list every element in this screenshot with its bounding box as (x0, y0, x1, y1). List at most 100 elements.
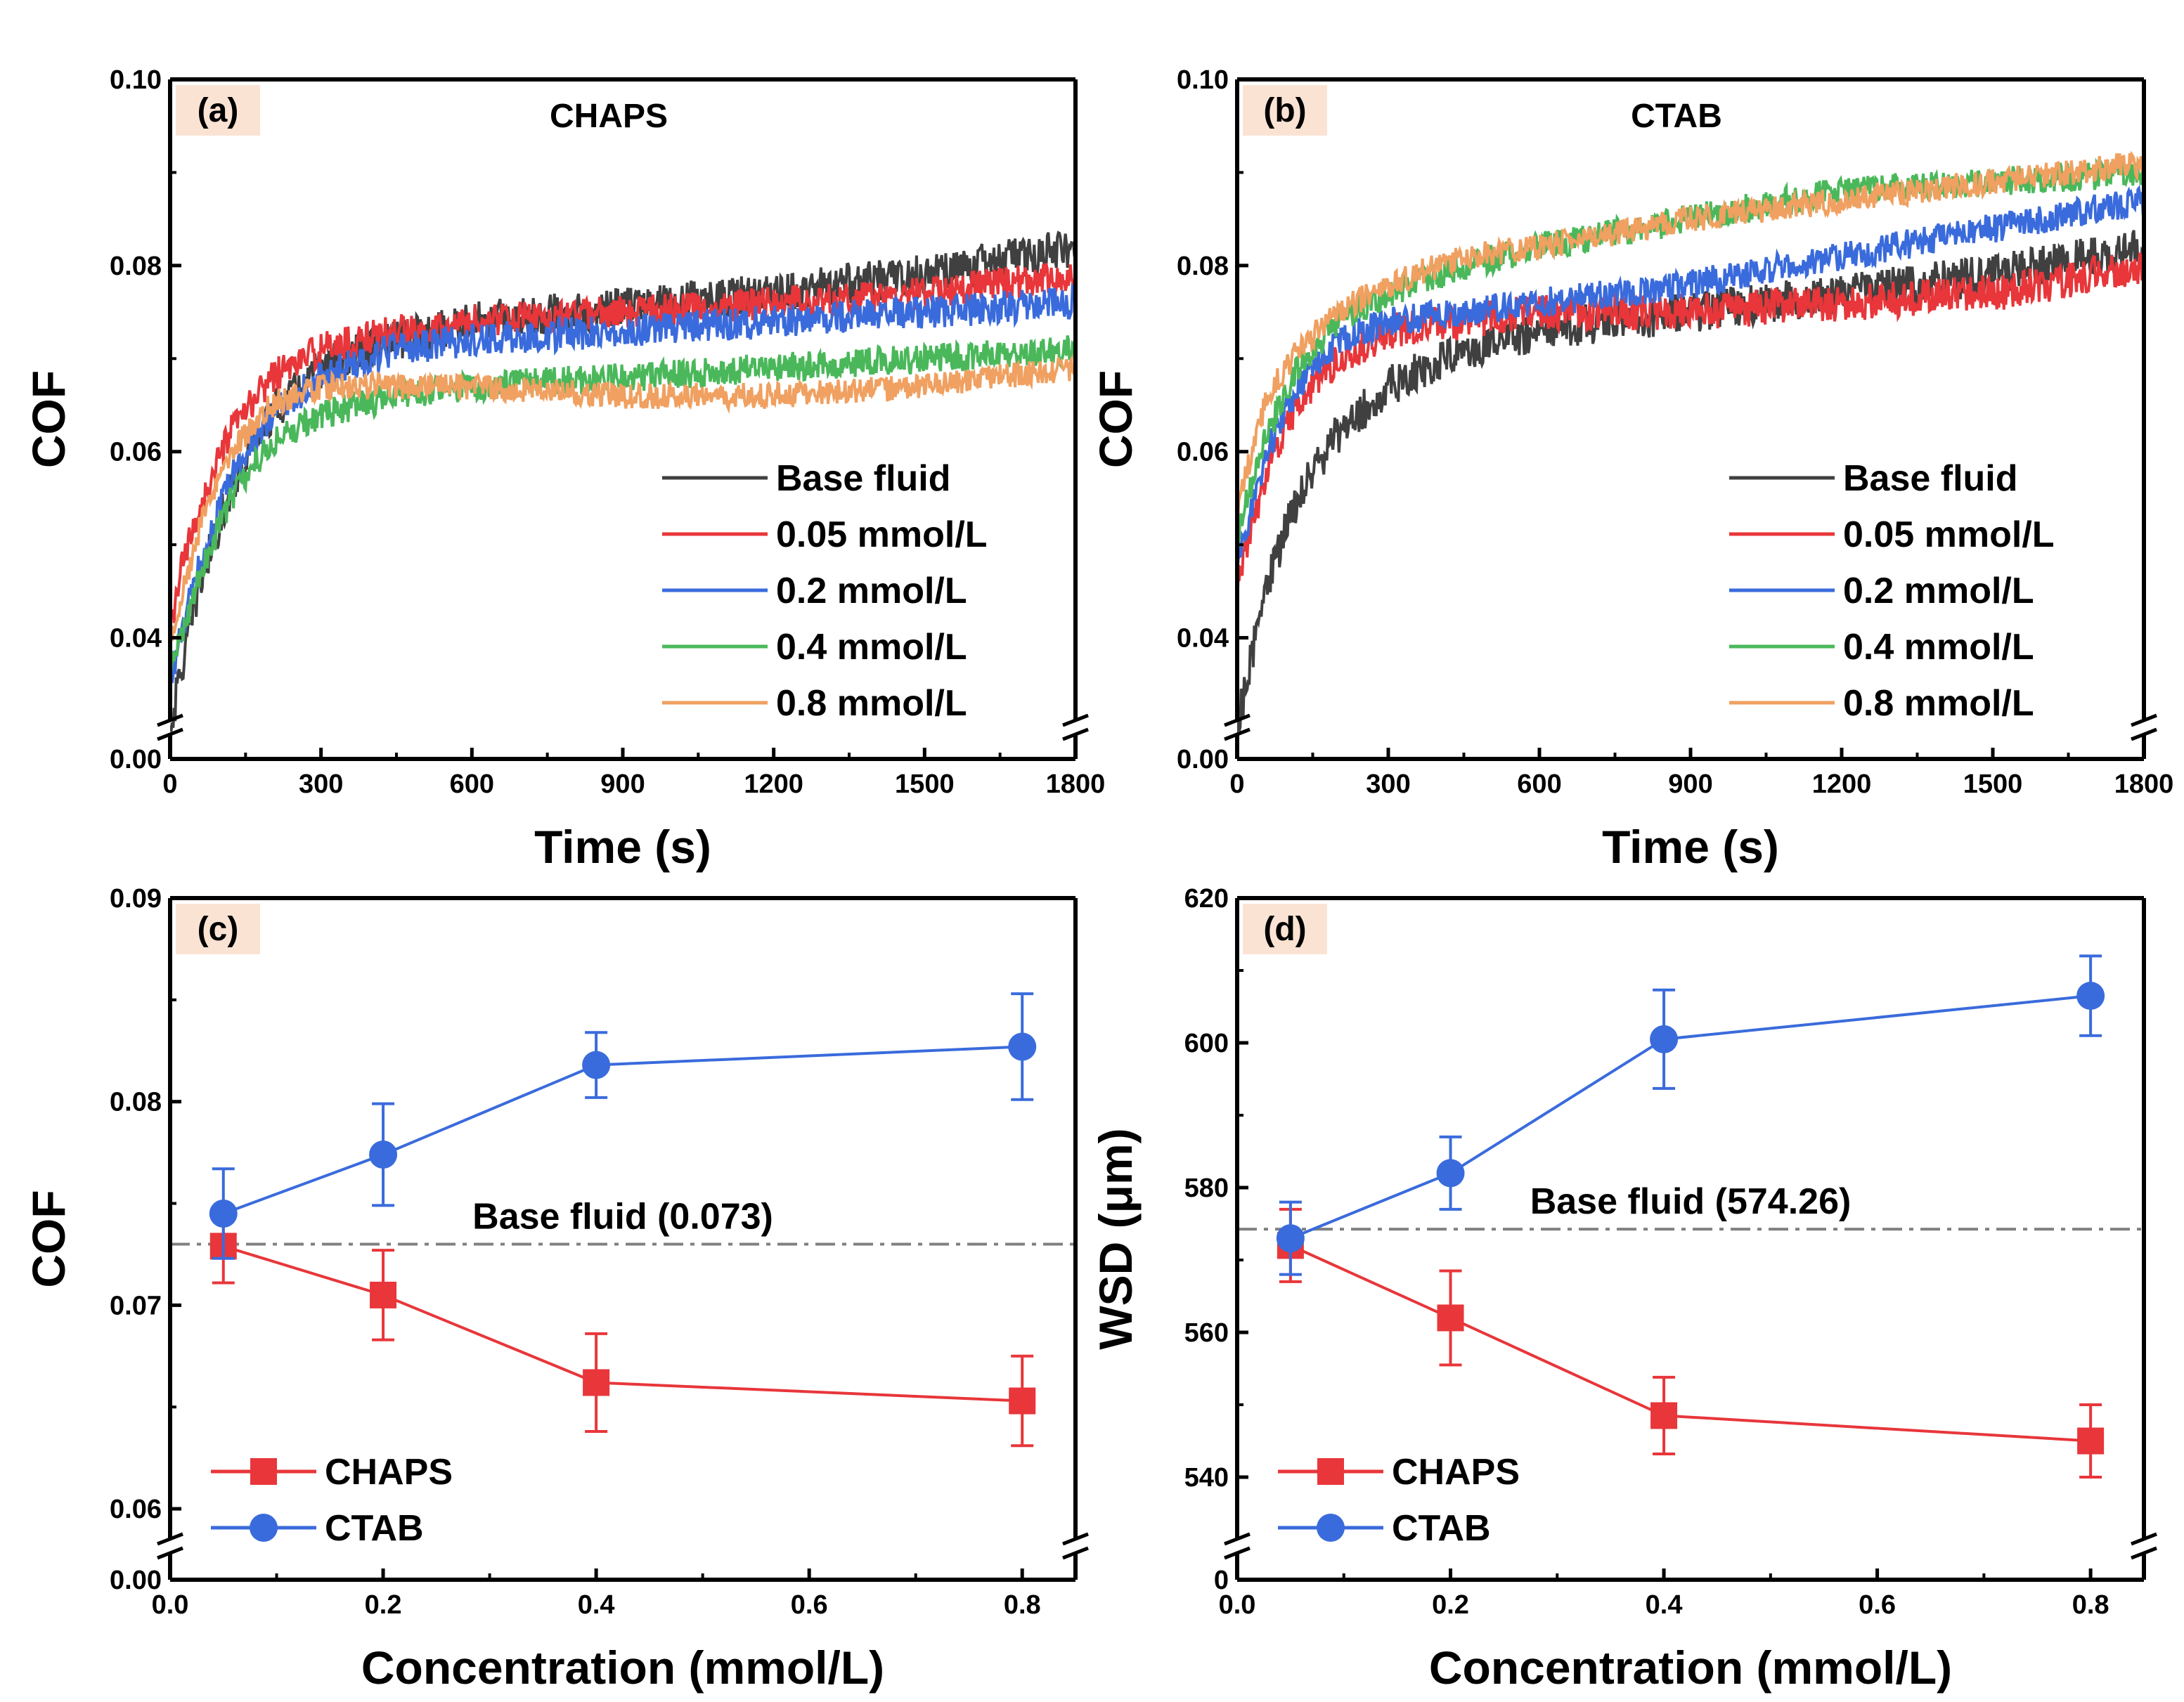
y-tick-label: 0.10 (1177, 65, 1229, 95)
axis-break-mark (157, 1532, 183, 1546)
x-tick-label: 600 (1517, 769, 1561, 799)
panel-tag-background (1243, 85, 1327, 136)
axis-break-mark (1224, 1532, 1251, 1546)
series-line-1 (170, 259, 1075, 632)
y-axis-title: WSD (μm) (1090, 1128, 1142, 1349)
x-tick-label: 900 (600, 769, 645, 799)
reference-line-label: Base fluid (574.26) (1530, 1181, 1852, 1222)
x-axis-title: Time (s) (534, 821, 711, 873)
y-tick-label: 540 (1184, 1463, 1229, 1493)
data-point-circle (1008, 1032, 1037, 1061)
y-tick-label: 0.06 (110, 438, 162, 467)
axis-break-mark (157, 727, 183, 741)
legend-label: 0.05 mmol/L (1843, 514, 2055, 555)
x-tick-label: 0.2 (365, 1590, 402, 1620)
panel-tag: (c) (198, 911, 239, 948)
chart-panel-b: (b) CTAB 0 300 600 900 1200 1500 1800 0.00 0.04 0.0… (1090, 65, 2173, 873)
axis-break-mark (157, 1546, 183, 1560)
legend: CHAPS CTAB (1278, 1452, 1520, 1549)
legend-label: CHAPS (1392, 1452, 1520, 1493)
x-tick-label: 900 (1668, 769, 1712, 799)
legend: CHAPS CTAB (211, 1452, 453, 1549)
y-tick-label: 0.04 (1177, 624, 1229, 654)
data-point-circle (582, 1051, 611, 1079)
series-line-2 (170, 282, 1075, 684)
y-tick-label: 0.00 (110, 745, 162, 774)
chart-panel-c: (c) Base fluid (0.073) 0.0 0.2 0.4 0.6 0.8 0.00… (22, 884, 1089, 1694)
series-line-3 (170, 335, 1075, 675)
panel-title: CTAB (1631, 98, 1722, 135)
y-tick-label: 0.08 (110, 252, 162, 281)
legend-label: CHAPS (325, 1452, 453, 1493)
x-tick-label: 0.0 (1219, 1590, 1256, 1620)
x-tick-label: 1800 (1046, 769, 1106, 799)
y-tick-label: 620 (1184, 884, 1229, 914)
axis-break-mark (1224, 727, 1251, 741)
legend-label: CTAB (325, 1508, 424, 1549)
axis-break-mark (1062, 1546, 1089, 1560)
data-point-square (1650, 1402, 1678, 1429)
series-line-2 (1237, 184, 2144, 576)
legend-label: 0.8 mmol/L (1843, 683, 2034, 724)
y-tick-label: 0.00 (1177, 745, 1229, 774)
legend-label: Base fluid (776, 458, 951, 499)
plot-area (170, 230, 1075, 732)
data-point-square (370, 1281, 397, 1308)
legend-label: 0.8 mmol/L (776, 683, 967, 724)
y-tick-label: 0.10 (110, 65, 162, 95)
x-axis-title: Time (s) (1602, 821, 1779, 873)
series-line-0 (1290, 1244, 2091, 1443)
data-point-circle (2076, 982, 2105, 1011)
x-tick-label: 1200 (744, 769, 803, 799)
x-tick-label: 0.4 (1646, 1590, 1683, 1620)
panel-title: CHAPS (550, 98, 668, 135)
x-tick-label: 1500 (1963, 769, 2023, 799)
y-axis-title: COF (22, 370, 75, 468)
axis-break-mark (2131, 727, 2157, 741)
axis-break-mark (157, 713, 183, 727)
chart-panel-a: (a) CHAPS 0 300 600 900 1200 1500 1800 0.00 0.04 0.… (22, 65, 1105, 873)
y-tick-label: 0.07 (110, 1291, 162, 1320)
x-tick-label: 0.8 (1004, 1590, 1041, 1620)
x-tick-label: 0.4 (578, 1590, 615, 1620)
axis-break-mark (2131, 1546, 2157, 1560)
panel-tag-background (1243, 904, 1327, 954)
x-tick-label: 0 (162, 769, 177, 799)
axis-break-mark (1062, 727, 1089, 741)
x-axis-title: Concentration (mmol/L) (361, 1642, 884, 1694)
x-tick-label: 0.0 (152, 1590, 189, 1620)
legend-marker-circle (1317, 1514, 1345, 1542)
series-line-0 (1237, 230, 2144, 733)
legend-marker-circle (250, 1514, 278, 1542)
legend-marker-square (1317, 1458, 1344, 1485)
legend-label: 0.2 mmol/L (776, 571, 967, 611)
panel-tag-background (176, 85, 260, 136)
plot-area (1237, 150, 2144, 733)
data-point-circle (1276, 1224, 1305, 1253)
y-tick-label: 0.09 (110, 884, 162, 914)
x-tick-label: 1800 (2114, 769, 2174, 799)
y-tick-label: 0.00 (110, 1566, 162, 1595)
y-axis-title: COF (1090, 370, 1142, 468)
legend-label: CTAB (1392, 1508, 1491, 1549)
axis-break-mark (1224, 1546, 1251, 1560)
axis-break-mark (1062, 713, 1089, 727)
x-tick-label: 0.6 (1859, 1590, 1896, 1620)
legend-label: Base fluid (1843, 458, 2018, 499)
x-tick-label: 0.2 (1432, 1590, 1469, 1620)
series-line-0 (223, 1245, 1023, 1403)
x-tick-label: 300 (299, 769, 343, 799)
x-axis-title: Concentration (mmol/L) (1429, 1642, 1952, 1694)
plot-area (1237, 954, 2144, 1479)
y-axis-title: COF (22, 1190, 75, 1287)
axis-break-mark (1062, 1532, 1089, 1546)
axis-break-mark (2131, 713, 2157, 727)
legend-label: 0.4 mmol/L (776, 627, 967, 668)
y-tick-label: 0.08 (1177, 252, 1229, 281)
legend-marker-square (250, 1458, 277, 1485)
legend-label: 0.2 mmol/L (1843, 571, 2034, 611)
plot-area (170, 992, 1075, 1448)
panel-tag: (a) (198, 92, 239, 129)
data-point-square (1009, 1387, 1036, 1415)
